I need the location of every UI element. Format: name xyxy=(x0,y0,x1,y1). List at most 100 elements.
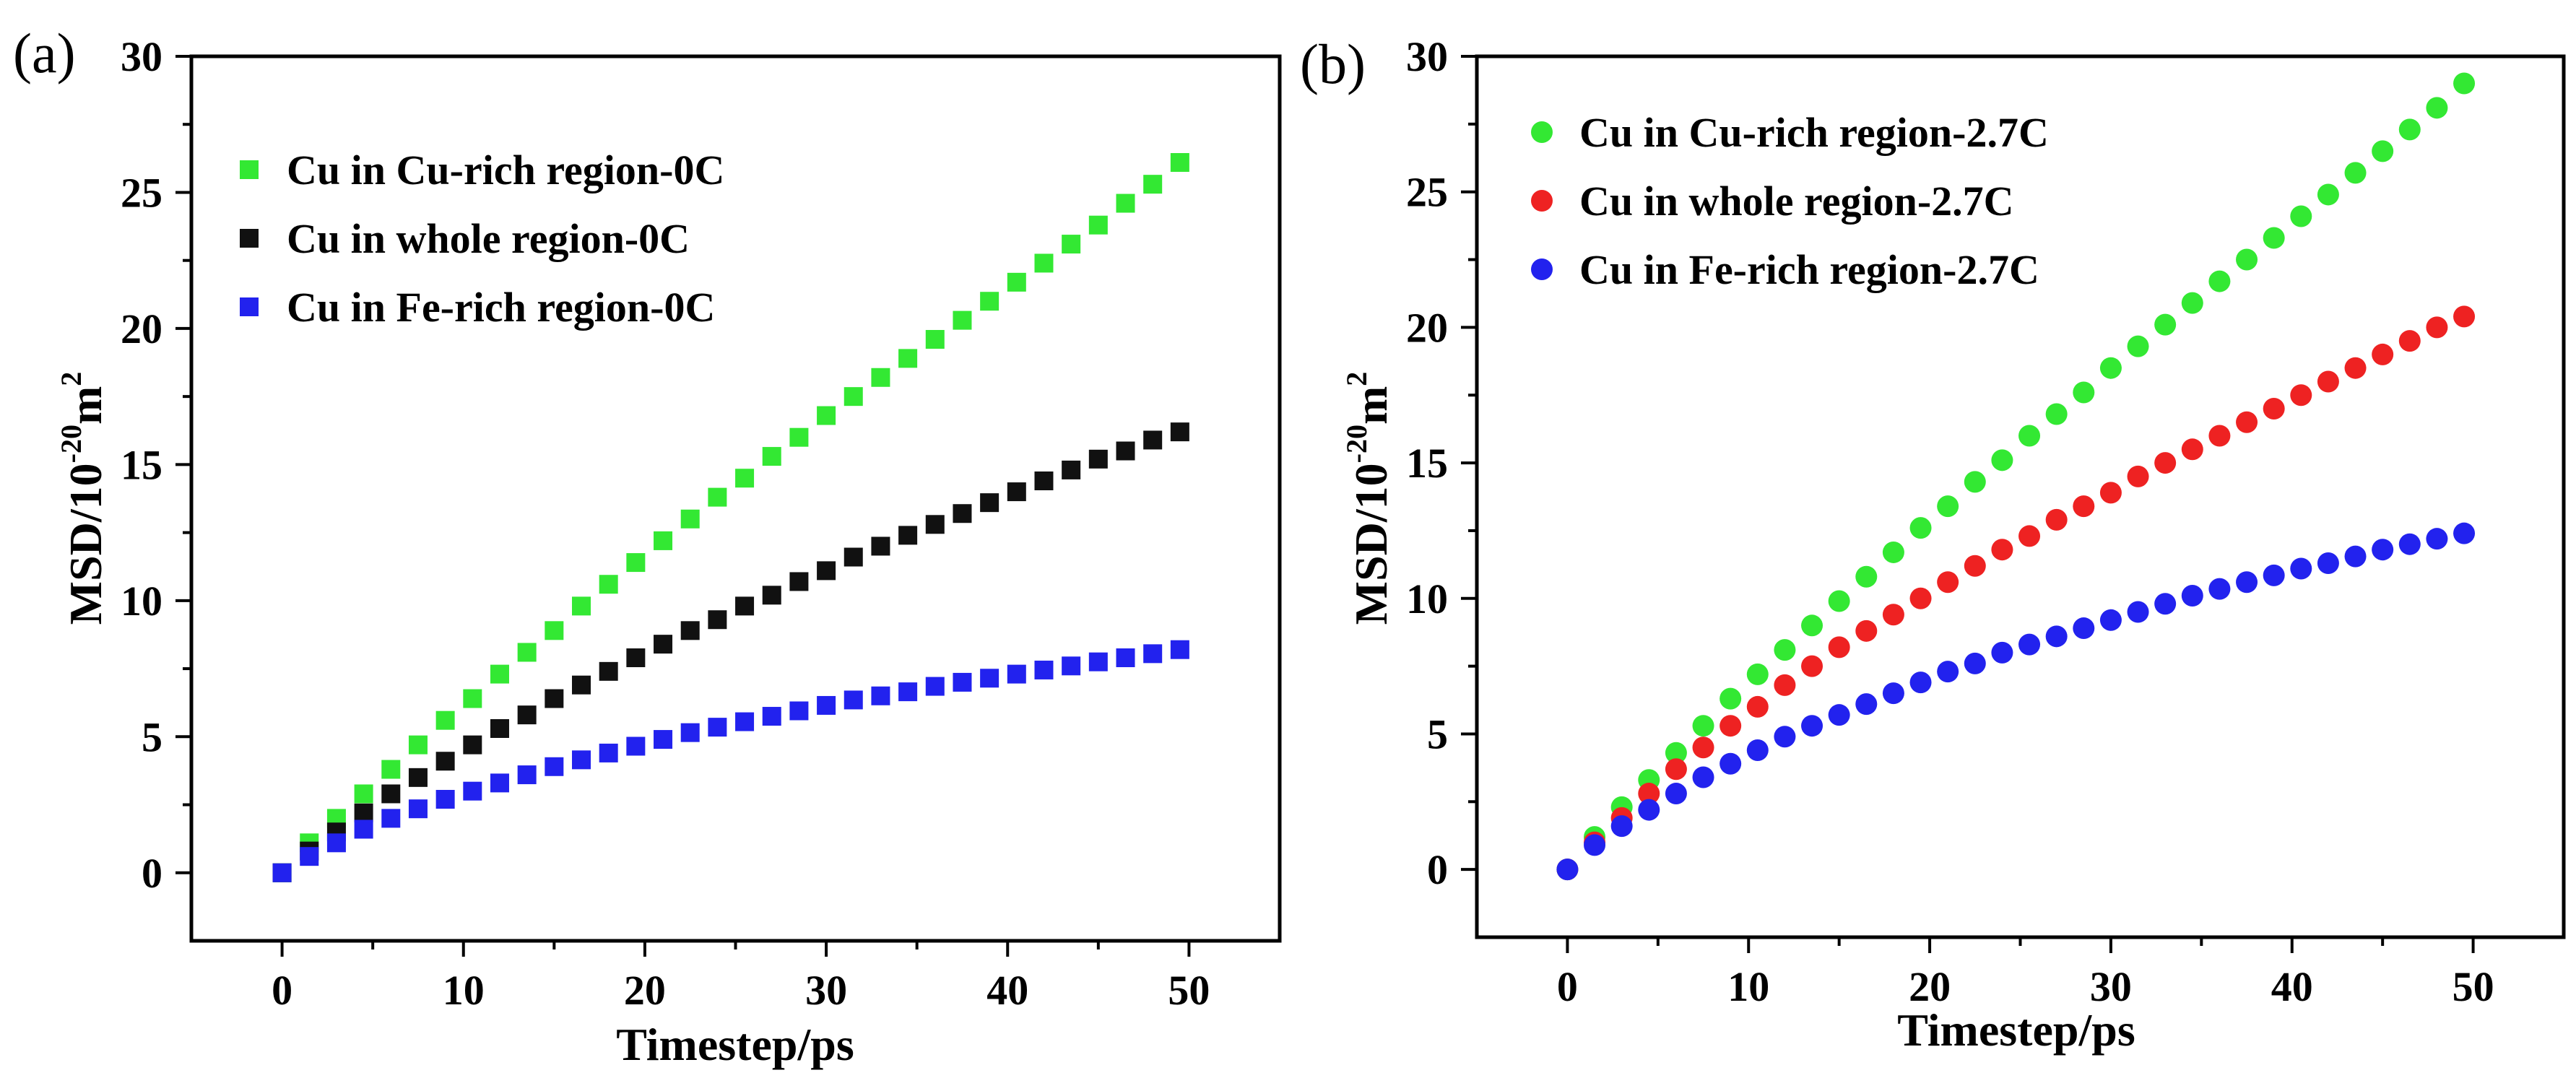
data-point-a-s0 xyxy=(545,621,564,640)
data-point-a-s2 xyxy=(654,730,673,749)
data-point-a-s1 xyxy=(762,586,781,605)
data-point-b-s2 xyxy=(2208,578,2231,600)
data-point-b-s2 xyxy=(1665,783,1687,805)
y-tick-label-b: 25 xyxy=(1406,169,1448,216)
data-point-b-s2 xyxy=(2099,609,2122,631)
legend-label-a-2: Cu in Fe-rich region-0C xyxy=(287,284,715,331)
y-tick-label-b: 30 xyxy=(1406,33,1448,80)
data-point-b-s0 xyxy=(2344,162,2367,184)
data-point-a-s1 xyxy=(654,635,673,654)
data-point-b-s0 xyxy=(2154,313,2177,336)
data-point-b-s2 xyxy=(1937,661,1959,683)
data-point-a-s2 xyxy=(381,809,401,828)
data-point-b-s0 xyxy=(1746,663,1769,685)
data-point-b-s0 xyxy=(1937,495,1959,518)
data-point-b-s2 xyxy=(1855,693,1878,716)
y-tick-label-a: 0 xyxy=(142,850,162,897)
data-point-b-s2 xyxy=(1801,715,1823,737)
plot-frame-b xyxy=(1475,54,2566,939)
data-point-b-s0 xyxy=(2127,335,2149,357)
y-axis-title-unit-exp-a: 2 xyxy=(55,372,87,386)
data-point-a-s0 xyxy=(408,735,428,755)
y-tick-labels-b: 0 5 10 15 20 25 30 xyxy=(1406,33,1448,893)
data-point-a-s2 xyxy=(844,690,863,710)
data-point-b-s1 xyxy=(2317,370,2339,393)
data-point-a-s2 xyxy=(925,677,945,696)
data-point-a-s0 xyxy=(517,643,537,662)
data-point-a-s0 xyxy=(789,427,809,447)
data-point-a-s2 xyxy=(408,799,428,819)
data-point-a-s2 xyxy=(272,863,292,882)
data-point-b-s2 xyxy=(2263,564,2285,586)
data-point-a-s1 xyxy=(925,515,945,534)
data-point-b-s2 xyxy=(2127,601,2149,623)
data-point-a-s2 xyxy=(1007,664,1026,684)
data-point-b-s0 xyxy=(2263,227,2285,249)
legend-b: Cu in Cu-rich region-2.7C Cu in whole reg… xyxy=(1531,109,2049,293)
legend-marker-a-2 xyxy=(240,297,259,316)
data-point-a-s1 xyxy=(599,661,618,681)
y-tick-label-b: 0 xyxy=(1427,846,1448,893)
data-point-b-s1 xyxy=(1719,715,1742,737)
y-axis-title-unit-b: m xyxy=(1345,386,1397,425)
data-point-a-s0 xyxy=(680,509,700,529)
legend-marker-b-2 xyxy=(1531,258,1553,280)
data-point-a-s2 xyxy=(817,695,836,715)
data-point-a-s1 xyxy=(898,526,918,545)
data-point-a-s1 xyxy=(1143,430,1163,450)
data-point-a-s1 xyxy=(354,803,373,822)
data-point-a-s2 xyxy=(354,820,373,839)
data-point-b-s2 xyxy=(1828,704,1850,726)
y-tick-label-a: 5 xyxy=(142,713,162,760)
data-point-a-s0 xyxy=(654,531,673,550)
data-point-a-s2 xyxy=(626,736,646,756)
data-point-a-s0 xyxy=(1062,235,1081,254)
data-point-b-s1 xyxy=(2372,343,2394,365)
legend-marker-a-0 xyxy=(240,160,259,179)
data-point-a-s2 xyxy=(599,743,618,762)
x-tick-label-b: 10 xyxy=(1727,963,1769,1010)
x-tick-label-a: 50 xyxy=(1168,967,1210,1014)
y-tick-label-a: 20 xyxy=(121,305,162,352)
y-tick-label-b: 20 xyxy=(1406,304,1448,351)
data-point-a-s0 xyxy=(1116,194,1135,213)
y-axis-title-a: MSD/10-20m2 xyxy=(55,372,111,625)
data-point-a-s2 xyxy=(300,847,319,866)
data-point-b-s0 xyxy=(1882,541,1904,563)
y-axis-title-unit-a: m xyxy=(60,386,111,425)
data-point-a-s2 xyxy=(1062,656,1081,676)
data-point-a-s0 xyxy=(381,760,401,779)
y-tick-label-a: 10 xyxy=(121,578,162,625)
data-point-b-s1 xyxy=(1638,783,1660,805)
x-axis-title-a: Timestep/ps xyxy=(616,1019,854,1070)
data-point-b-s2 xyxy=(2372,539,2394,561)
data-point-a-s1 xyxy=(953,504,972,523)
legend-label-b-1: Cu in whole region-2.7C xyxy=(1579,178,2014,225)
data-point-b-s0 xyxy=(1774,639,1796,661)
data-point-a-s0 xyxy=(708,487,727,507)
data-point-b-s2 xyxy=(2181,585,2203,607)
data-point-b-s1 xyxy=(2453,305,2476,328)
chart-panel-b: (b) 0 5 10 15 20 25 30 0 10 20 30 40 50 Cu in Cu-ri… xyxy=(1300,32,2566,1056)
y-axis-title-main-b: MSD/10 xyxy=(1345,463,1397,625)
data-point-b-s2 xyxy=(2073,617,2095,640)
data-point-a-s2 xyxy=(953,672,972,692)
data-point-b-s1 xyxy=(1937,571,1959,594)
legend-a: Cu in Cu-rich region-0C Cu in whole regio… xyxy=(240,147,724,331)
data-point-b-s1 xyxy=(1746,695,1769,718)
data-point-a-s0 xyxy=(735,469,755,488)
data-point-b-s1 xyxy=(1801,655,1823,677)
data-point-b-s1 xyxy=(2290,384,2312,407)
data-point-b-s2 xyxy=(1991,641,2013,664)
data-point-a-s0 xyxy=(898,349,918,368)
data-point-b-s1 xyxy=(2344,357,2367,379)
data-point-a-s0 xyxy=(1143,175,1163,194)
data-point-b-s0 xyxy=(2317,183,2339,206)
legend-label-b-0: Cu in Cu-rich region-2.7C xyxy=(1579,109,2049,156)
data-point-a-s2 xyxy=(735,712,755,731)
data-point-b-s1 xyxy=(1692,736,1714,759)
y-axis-title-exp-b: -20 xyxy=(1340,425,1373,463)
chart-panel-a: (a) 0 5 10 15 20 25 30 0 10 20 30 40 50 Cu in Cu-ri… xyxy=(13,22,1282,1070)
x-tick-label-a: 30 xyxy=(805,967,847,1014)
